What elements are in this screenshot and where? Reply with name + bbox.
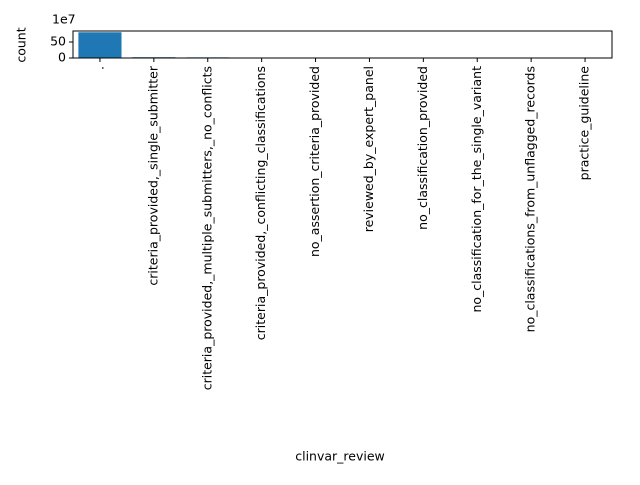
x-tick-label: .: [91, 66, 106, 70]
x-axis-label: clinvar_review: [295, 449, 385, 464]
axes-frame: [73, 31, 612, 58]
x-tick-label: criteria_provided,_conflicting_classific…: [253, 66, 268, 340]
x-tick-label: practice_guideline: [577, 66, 592, 181]
x-tick-label: no_classifications_from_unflagged_record…: [523, 66, 538, 332]
x-tick-label: no_assertion_criteria_provided: [307, 66, 322, 257]
x-tick-label: no_classification_for_the_single_variant: [469, 66, 484, 313]
bar: [78, 32, 121, 58]
y-tick-label: 0: [58, 50, 66, 65]
y-axis-label: count: [14, 27, 29, 62]
x-tick-label: no_classification_provided: [415, 66, 430, 230]
x-tick-label: reviewed_by_expert_panel: [361, 66, 376, 232]
x-tick-label: criteria_provided,_multiple_submitters,_…: [199, 66, 214, 390]
y-tick-label: 50: [50, 34, 66, 49]
x-tick-label: criteria_provided,_single_submitter: [145, 65, 160, 285]
y-offset-label: 1e7: [52, 12, 76, 27]
